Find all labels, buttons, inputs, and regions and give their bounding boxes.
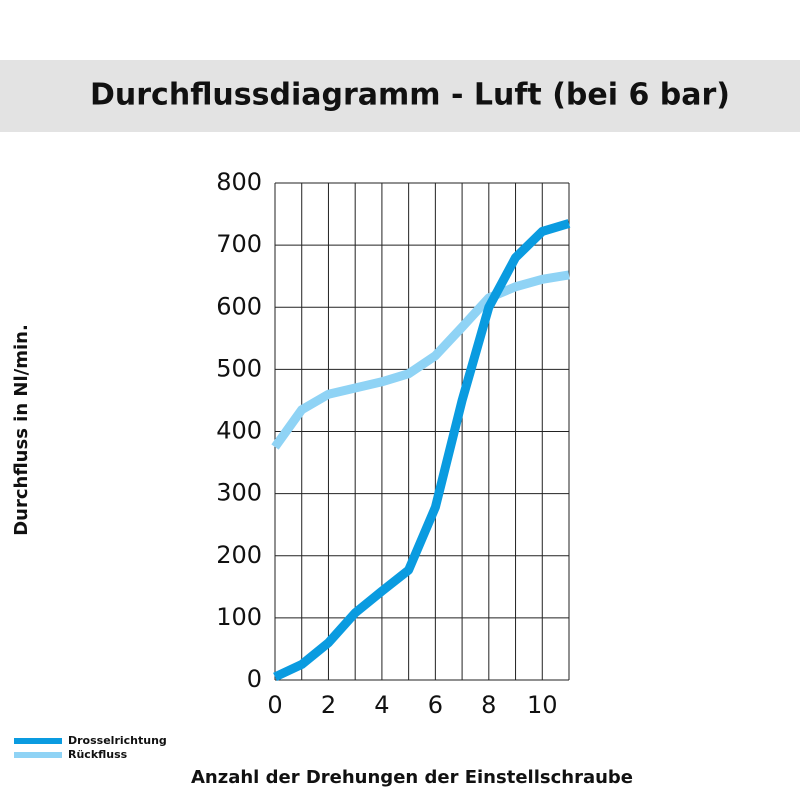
x-tick-label: 2: [321, 691, 336, 719]
x-tick-label: 0: [267, 691, 282, 719]
y-tick-label: 400: [216, 417, 262, 445]
x-axis-label: Anzahl der Drehungen der Einstellschraub…: [191, 767, 633, 788]
data-line: [273, 219, 571, 681]
x-tick-label: 10: [527, 691, 558, 719]
x-tick-label: 4: [374, 691, 389, 719]
y-tick-label: 200: [216, 541, 262, 569]
chart-title: Durchflussdiagramm - Luft (bei 6 bar): [90, 78, 730, 113]
data-line: [271, 270, 570, 450]
y-tick-label: 700: [216, 230, 262, 258]
y-tick-label: 0: [247, 665, 262, 693]
y-tick-label: 500: [216, 354, 262, 382]
title-banner: [0, 60, 800, 132]
y-tick-label: 800: [216, 168, 262, 196]
y-tick-label: 600: [216, 292, 262, 320]
x-tick-label: 8: [481, 691, 496, 719]
y-tick-label: 300: [216, 479, 262, 507]
legend-label: Drosselrichtung: [68, 734, 167, 747]
legend-label: Rückfluss: [68, 748, 128, 761]
y-tick-label: 100: [216, 603, 262, 631]
x-tick-label: 6: [428, 691, 443, 719]
y-axis-label: Durchfluss in Nl/min.: [11, 324, 32, 536]
